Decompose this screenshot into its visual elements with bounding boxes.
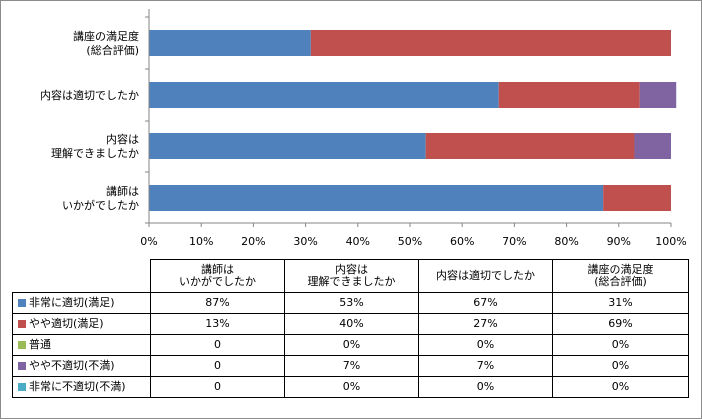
table-cell: 0 bbox=[150, 355, 285, 377]
series-label-cell: 非常に不適切(不満) bbox=[12, 376, 151, 398]
table-row: 非常に不適切(不満) 0 0% 0% 0% bbox=[12, 376, 689, 398]
bar-segment-2-2 bbox=[498, 82, 640, 108]
series-label: やや不適切(不満) bbox=[29, 359, 115, 372]
category-label-4: 講師はいかがでしたか bbox=[62, 184, 139, 212]
table-cell: 0 bbox=[150, 376, 285, 398]
legend-key-icon bbox=[18, 299, 26, 307]
table-column-header-2: 内容は 理解できましたか bbox=[284, 259, 419, 293]
table-cell: 0 bbox=[150, 334, 285, 356]
table-corner bbox=[12, 259, 151, 293]
table-cell: 0% bbox=[552, 376, 689, 398]
series-label-cell: 非常に適切(満足) bbox=[12, 292, 151, 314]
bar-segment-4-2 bbox=[639, 82, 677, 108]
table-cell: 27% bbox=[418, 313, 553, 335]
legend-key-icon bbox=[18, 362, 26, 370]
data-table: 講師は いかがでしたか 内容は 理解できましたか 内容は適切でしたか 講座の満足度 (総合評… bbox=[12, 259, 689, 398]
bar-segment-1-4 bbox=[149, 185, 604, 211]
value-tick-label-1: 0% bbox=[140, 235, 157, 248]
column-header-line: 内容は適切でしたか bbox=[436, 269, 535, 282]
value-tick-label-6: 50% bbox=[398, 235, 422, 248]
table-column-header-3: 内容は適切でしたか bbox=[418, 259, 553, 293]
value-tick-label-2: 10% bbox=[189, 235, 213, 248]
column-header-line: 理解できましたか bbox=[307, 275, 396, 288]
table-cell: 7% bbox=[284, 355, 419, 377]
table-row: 普通 0 0% 0% 0% bbox=[12, 334, 689, 356]
legend-key-icon bbox=[18, 320, 26, 328]
stacked-bar-chart: 講座の満足度(総合評価) 内容は適切でしたか内容は理解できましたか講師はいかがでし… bbox=[40, 9, 687, 248]
bar-segment-1-1 bbox=[149, 30, 311, 56]
value-tick-label-3: 20% bbox=[241, 235, 265, 248]
table-cell: 67% bbox=[418, 292, 553, 314]
table-cell: 0% bbox=[418, 334, 553, 356]
value-tick-label-5: 40% bbox=[346, 235, 370, 248]
table-cell: 0% bbox=[284, 376, 419, 398]
column-header-line: 講師は bbox=[201, 263, 234, 276]
value-tick-label-4: 30% bbox=[293, 235, 317, 248]
table-row: やや適切(満足) 13% 40% 27% 69% bbox=[12, 313, 689, 335]
table-cell: 0% bbox=[418, 376, 553, 398]
bar-segment-1-2 bbox=[149, 82, 499, 108]
table-header-row: 講師は いかがでしたか 内容は 理解できましたか 内容は適切でしたか 講座の満足度 (総合評… bbox=[12, 259, 689, 293]
legend-key-icon bbox=[18, 383, 26, 391]
table-cell: 53% bbox=[284, 292, 419, 314]
table-row: 非常に適切(満足) 87% 53% 67% 31% bbox=[12, 292, 689, 314]
bar-segment-2-3 bbox=[425, 133, 635, 159]
table-cell: 40% bbox=[284, 313, 419, 335]
legend-key-icon bbox=[18, 341, 26, 349]
value-tick-label-11: 100% bbox=[655, 235, 686, 248]
table-row: やや不適切(不満) 0 7% 7% 0% bbox=[12, 355, 689, 377]
table-column-header-4: 講座の満足度 (総合評価) bbox=[552, 259, 689, 293]
table-cell: 87% bbox=[150, 292, 285, 314]
series-label: 非常に不適切(不満) bbox=[29, 380, 126, 393]
category-label-1: 講座の満足度(総合評価) bbox=[73, 29, 139, 57]
category-label-3: 内容は理解できましたか bbox=[51, 132, 139, 160]
table-cell: 13% bbox=[150, 313, 285, 335]
series-label-cell: やや不適切(不満) bbox=[12, 355, 151, 377]
table-column-header-1: 講師は いかがでしたか bbox=[150, 259, 285, 293]
column-header-line: (総合評価) bbox=[594, 275, 647, 288]
value-tick-label-10: 90% bbox=[607, 235, 631, 248]
series-label: やや適切(満足) bbox=[29, 317, 104, 330]
table-body: 非常に適切(満足) 87% 53% 67% 31% やや適切(満足) 13% 40% 27% 69… bbox=[12, 292, 689, 398]
table-cell: 0% bbox=[552, 334, 689, 356]
series-label: 非常に適切(満足) bbox=[29, 296, 115, 309]
column-header-line: いかがでしたか bbox=[179, 275, 256, 288]
bar-segment-4-3 bbox=[634, 133, 671, 159]
value-tick-label-7: 60% bbox=[450, 235, 474, 248]
category-label-2: 内容は適切でしたか bbox=[40, 88, 139, 102]
column-header-line: 講座の満足度 bbox=[587, 263, 654, 276]
table-cell: 7% bbox=[418, 355, 553, 377]
table-cell: 69% bbox=[552, 313, 689, 335]
series-label-cell: 普通 bbox=[12, 334, 151, 356]
bar-segment-1-3 bbox=[149, 133, 426, 159]
series-label: 普通 bbox=[29, 338, 51, 351]
table-cell: 31% bbox=[552, 292, 689, 314]
value-tick-label-8: 70% bbox=[502, 235, 526, 248]
bar-segment-2-4 bbox=[603, 185, 671, 211]
table-cell: 0% bbox=[284, 334, 419, 356]
column-header-line: 内容は bbox=[335, 263, 368, 276]
value-tick-label-9: 80% bbox=[554, 235, 578, 248]
series-label-cell: やや適切(満足) bbox=[12, 313, 151, 335]
table-cell: 0% bbox=[552, 355, 689, 377]
bar-segment-2-1 bbox=[310, 30, 671, 56]
